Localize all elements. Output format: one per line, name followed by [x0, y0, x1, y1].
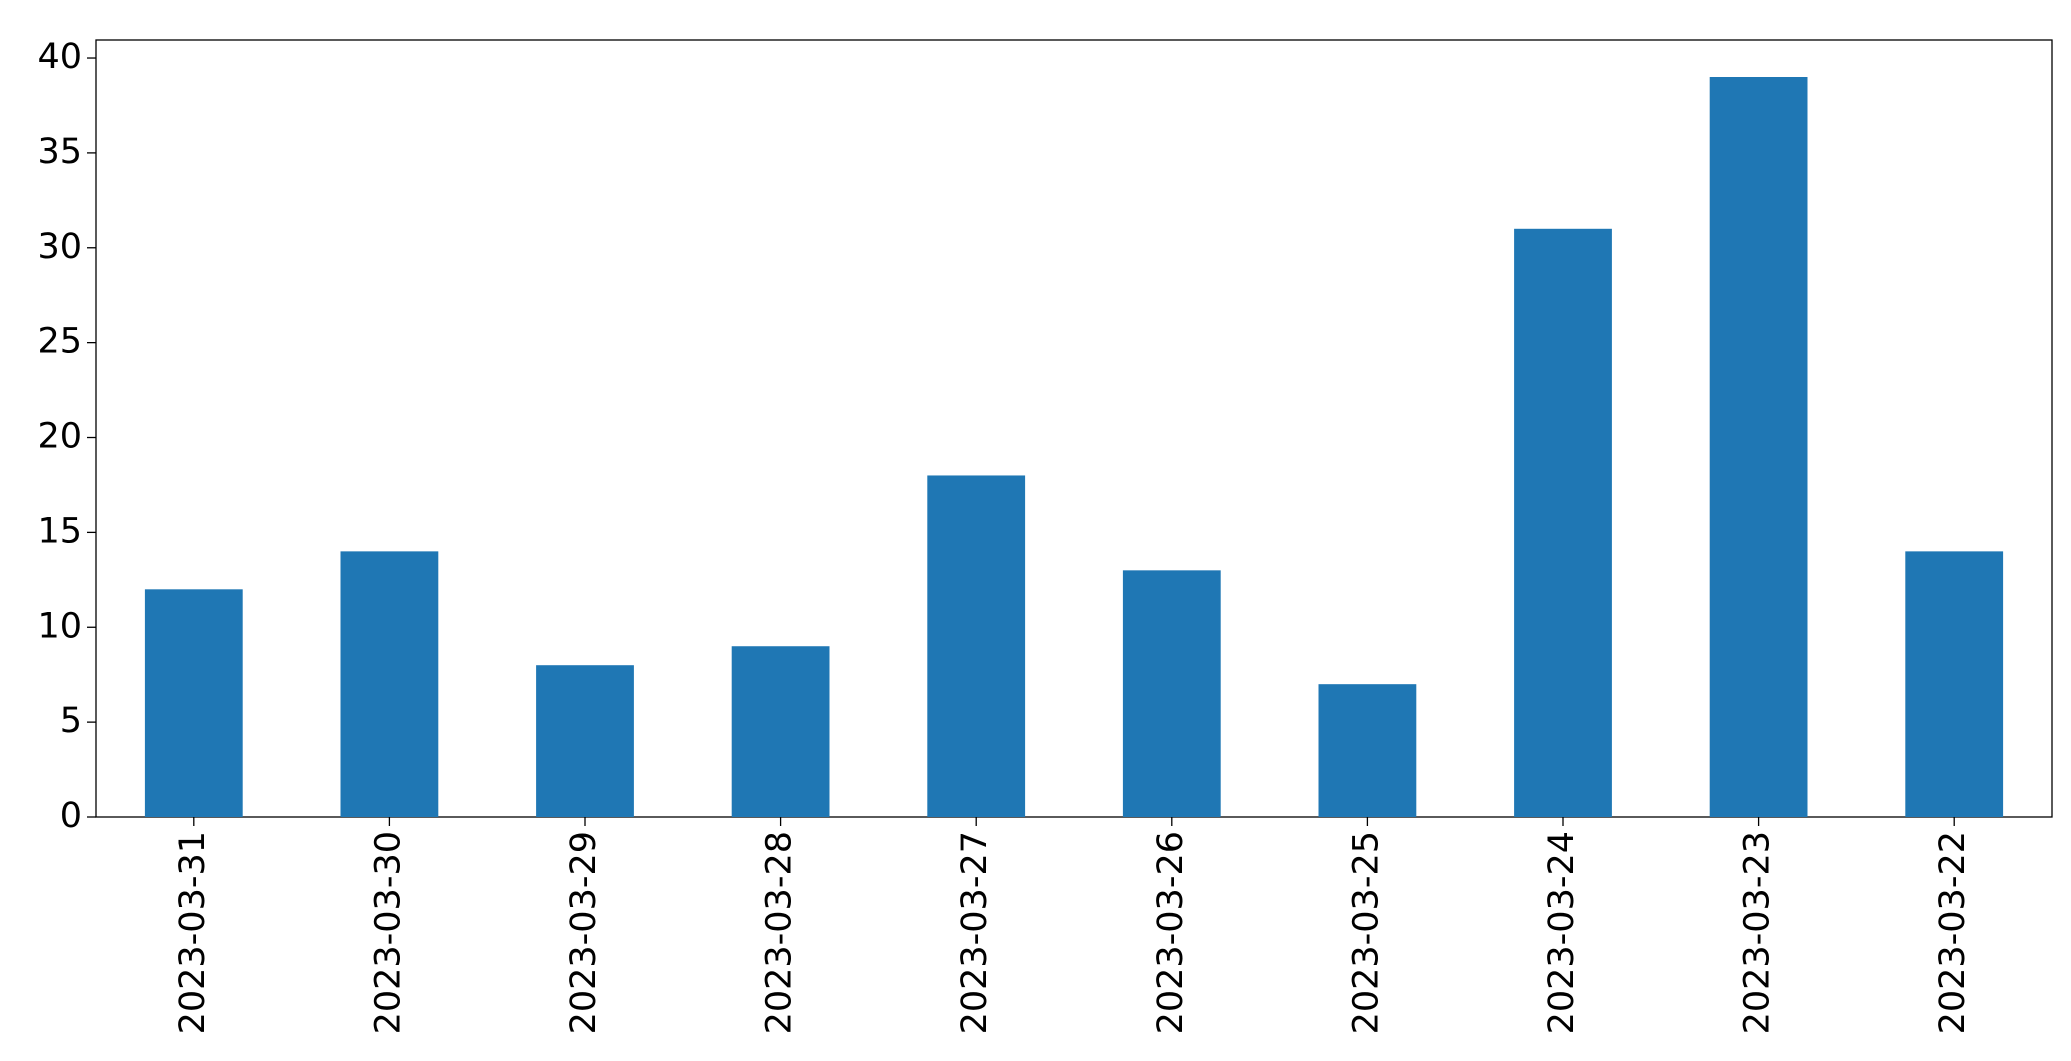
y-tick-label: 0 [60, 796, 82, 836]
x-tick-label: 2023-03-30 [368, 831, 408, 1034]
y-tick-label: 40 [37, 37, 82, 77]
x-tick-label: 2023-03-23 [1738, 831, 1778, 1034]
bar [144, 589, 243, 817]
bar [1709, 77, 1808, 817]
x-tick-label: 2023-03-31 [173, 831, 213, 1034]
x-tick-label: 2023-03-26 [1151, 831, 1191, 1034]
y-tick-label: 5 [60, 701, 82, 741]
y-tick-label: 15 [37, 511, 82, 551]
bar [731, 646, 830, 817]
bar [1905, 551, 2004, 817]
x-tick-label: 2023-03-27 [955, 831, 995, 1034]
bar [340, 551, 439, 817]
y-tick-label: 25 [37, 322, 82, 362]
bar [927, 475, 1026, 817]
x-tick-label: 2023-03-29 [564, 831, 604, 1034]
x-tick-label: 2023-03-22 [1933, 831, 1973, 1034]
y-tick-label: 30 [37, 227, 82, 267]
bar [1318, 684, 1417, 817]
plot-frame [95, 39, 2053, 818]
y-tick-label: 35 [37, 132, 82, 172]
y-tick-label: 10 [37, 606, 82, 646]
y-tick-label: 20 [37, 417, 82, 457]
bar [1514, 228, 1612, 818]
bar [1122, 570, 1221, 817]
x-tick-label: 2023-03-24 [1542, 831, 1582, 1034]
x-tick-label: 2023-03-25 [1346, 831, 1386, 1034]
bar [536, 665, 634, 817]
x-tick-label: 2023-03-28 [760, 831, 800, 1034]
